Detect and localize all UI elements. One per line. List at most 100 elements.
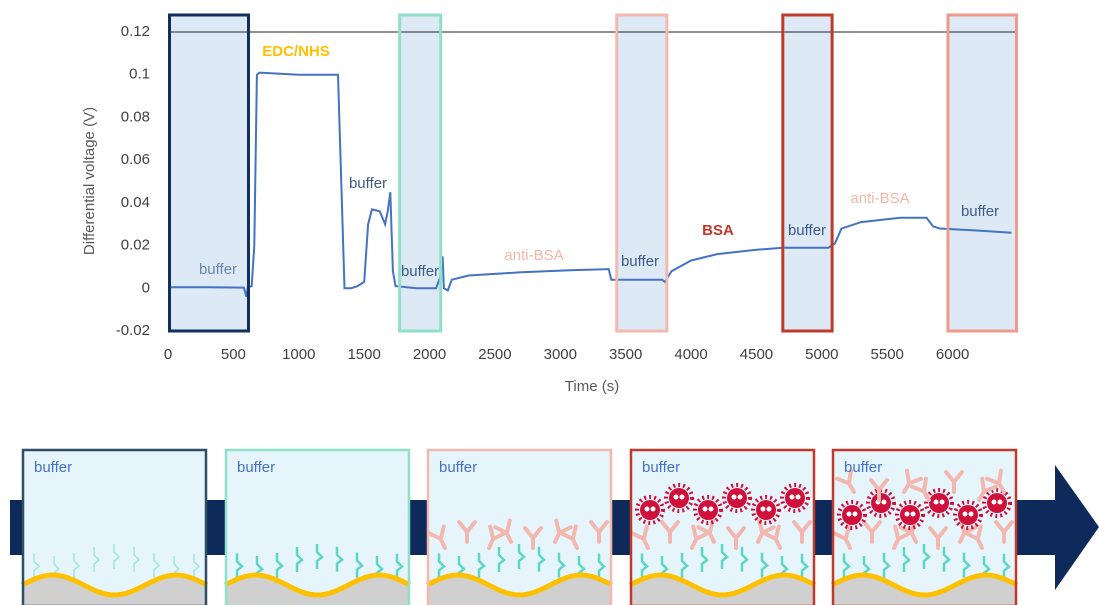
linker: [113, 544, 121, 570]
annotation: buffer: [788, 222, 826, 239]
virus-spikes: [780, 483, 810, 513]
virus-eye: [852, 511, 858, 517]
region-border: [168, 13, 250, 333]
x-tick-label: 1500: [347, 346, 380, 363]
y-tick-label: -0.02: [116, 322, 150, 339]
linker: [557, 552, 566, 578]
virus: [929, 493, 949, 513]
virus-eye: [737, 494, 743, 500]
virus-eye: [846, 511, 852, 517]
substrate: [427, 575, 612, 605]
linker: [477, 552, 486, 578]
linker: [700, 546, 709, 572]
linker: [962, 552, 971, 578]
linker: [73, 552, 81, 578]
x-tick-label: 5000: [805, 346, 838, 363]
gold-layer: [830, 572, 1019, 598]
y-axis-label: Differential voltage (V): [81, 107, 98, 255]
virus: [727, 488, 747, 508]
linker: [842, 553, 851, 579]
antibody: [977, 476, 998, 502]
panel-label: buffer: [642, 459, 680, 476]
antibody: [902, 468, 923, 494]
highlight-region: [947, 15, 1017, 331]
antibody: [994, 520, 1014, 544]
antibody: [928, 526, 948, 550]
virus: [640, 500, 660, 520]
linker: [355, 552, 364, 578]
virus-eye: [673, 494, 679, 500]
linker: [93, 546, 101, 572]
region-border: [398, 13, 443, 333]
panel-label: buffer: [439, 459, 477, 476]
virus-eye: [789, 494, 795, 500]
virus-eye: [933, 499, 939, 505]
highlight-region: [616, 15, 667, 331]
highlight-region: [169, 15, 249, 331]
annotation: anti-BSA: [850, 190, 909, 207]
virus: [842, 505, 862, 525]
antibody: [944, 470, 964, 494]
linker: [902, 546, 911, 572]
x-tick-label: 6000: [936, 346, 969, 363]
annotation: buffer: [621, 253, 659, 270]
linker: [295, 546, 304, 572]
virus: [871, 493, 891, 513]
linker: [275, 552, 284, 578]
highlight-region: [782, 15, 833, 331]
linker: [335, 546, 344, 572]
x-tick-label: 4500: [740, 346, 773, 363]
antibody: [630, 524, 650, 550]
x-tick-label: 1000: [282, 346, 315, 363]
linker: [315, 544, 324, 570]
virus: [698, 500, 718, 520]
virus-eye: [881, 499, 887, 505]
antibody: [832, 524, 852, 550]
virus-eye: [766, 506, 772, 512]
virus-eye: [760, 506, 766, 512]
x-tick-label: 3000: [544, 346, 577, 363]
antibody: [493, 518, 513, 544]
virus-spikes: [635, 495, 665, 525]
substrate: [225, 575, 410, 605]
y-tick-label: 0.1: [129, 66, 150, 83]
antibody: [589, 520, 609, 544]
virus-eye: [904, 511, 910, 517]
panel-border: [21, 448, 208, 605]
region-border: [615, 13, 669, 333]
x-tick-label: 0: [164, 346, 172, 363]
antibody: [892, 524, 912, 550]
antibody: [457, 520, 477, 544]
antibody: [427, 524, 447, 550]
virus-spikes: [751, 495, 781, 525]
linker: [942, 546, 951, 572]
x-tick-label: 2500: [478, 346, 511, 363]
substrate: [630, 575, 815, 605]
antibody: [690, 524, 710, 550]
virus-eye: [939, 499, 945, 505]
virus-spikes: [693, 495, 723, 525]
antibody: [869, 478, 889, 502]
annotation: buffer: [401, 263, 439, 280]
linker: [33, 553, 41, 579]
antibody: [862, 520, 882, 544]
antibody: [910, 476, 931, 502]
virus-eye: [991, 499, 997, 505]
substrate: [22, 575, 207, 605]
virus-eye: [650, 506, 656, 512]
linker: [1002, 553, 1011, 579]
antibody: [762, 524, 782, 550]
region-border: [946, 13, 1019, 333]
virus-spikes: [664, 483, 694, 513]
virus-eye: [679, 494, 685, 500]
x-tick-label: 3500: [609, 346, 642, 363]
linker: [437, 553, 446, 579]
virus-spikes: [895, 500, 925, 530]
y-tick-label: 0.02: [121, 237, 150, 254]
panel-border: [426, 448, 613, 605]
antibody: [559, 524, 579, 550]
virus-eye: [910, 511, 916, 517]
y-tick-label: 0.04: [121, 194, 150, 211]
antibody: [523, 526, 543, 550]
